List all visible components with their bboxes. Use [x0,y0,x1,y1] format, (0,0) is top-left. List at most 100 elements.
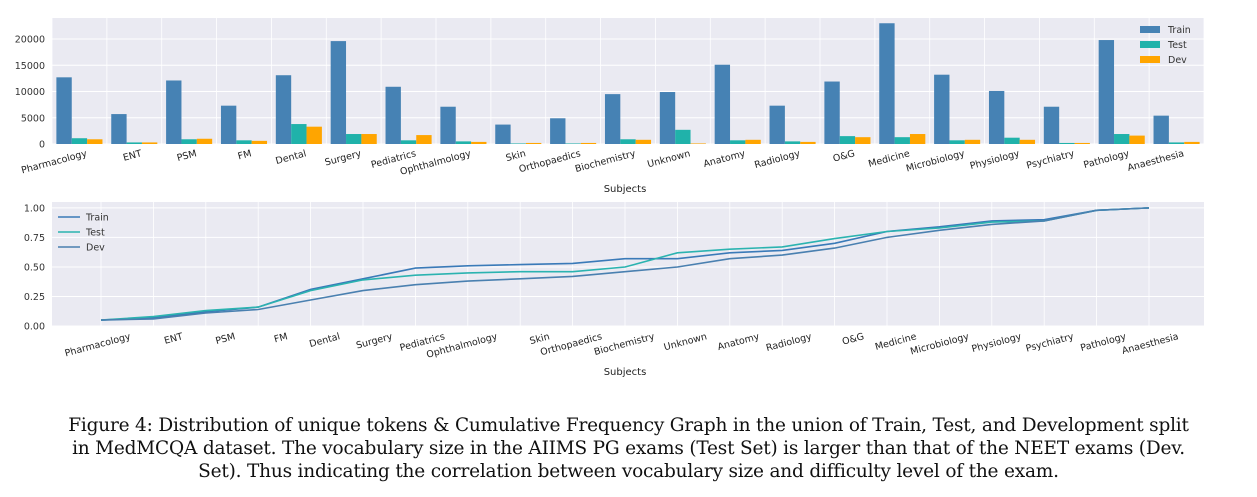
bar-test [730,140,746,144]
line-y-tick-label: 0.75 [24,233,45,244]
line-x-tick-label: Anatomy [716,331,761,353]
bar-train [330,41,347,144]
bar-legend-label: Train [1167,25,1191,36]
bar-test [1059,142,1075,144]
bar-legend-swatch-test [1140,41,1160,48]
bar-dev [635,139,652,144]
line-x-tick-label: ENT [163,331,184,347]
line-x-tick-label: Pharmacology [64,331,132,359]
bar-dev [580,142,597,144]
bar-test [675,129,691,144]
line-x-tick-label: Physiology [971,331,1023,355]
bar-dev [1129,135,1145,144]
line-legend-label: Dev [86,243,105,254]
bar-test [949,140,965,144]
bar-train [550,118,566,144]
bar-dev [87,139,103,144]
bar-legend-label: Test [1167,40,1187,51]
line-x-tick-label: Unknown [663,331,708,353]
bar-chart: 0 5000 10000 15000 20000 Pharmacology ENT PSM F… [15,18,1205,195]
bar-test [400,140,417,144]
line-chart: 0.00 0.25 0.50 0.75 1.00 Pharmacology ENT PSM F… [24,202,1204,378]
line-x-tick-label: Dental [308,331,341,350]
bar-train [440,106,456,144]
bar-y-tick-label: 15000 [15,61,45,72]
bar-dev [1184,141,1200,144]
bar-train [111,114,127,144]
bar-dev [141,142,158,144]
bar-x-tick-label: Unknown [646,148,691,170]
line-series-dev [100,207,1150,321]
bar-test [565,143,581,144]
bar-test [784,141,801,144]
bar-x-tick-label: Biochemistry [574,148,637,175]
bar-train [495,124,511,144]
bar-train [275,75,292,144]
bar-train [769,105,785,144]
bar-test [126,142,142,144]
line-legend-label: Train [85,213,109,224]
bar-train [56,77,72,144]
line-legend: Train Test Dev [58,213,109,254]
bar-x-axis-label: Subjects [604,184,647,195]
bar-dev [745,139,761,144]
bar-dev [855,137,871,144]
line-x-tick-label: Anaesthesia [1121,331,1180,357]
bar-x-tick-label: Psychiatry [1025,148,1076,171]
bar-dev [1019,139,1036,144]
line-x-tick-label: O&G [841,331,865,347]
bar-test [510,143,526,144]
bar-x-tick-label: Orthopaedics [518,148,582,175]
bar-x-tick-label: O&G [832,148,856,164]
bar-test [291,124,307,144]
bar-test [71,138,88,144]
caption-line-2: in MedMCQA dataset. The vocabulary size … [72,438,1185,459]
bar-test [236,140,252,144]
bar-train [879,23,895,144]
bar-train [659,92,676,144]
bar-train [166,80,182,144]
bar-train [934,74,950,144]
line-y-tick-label: 0.25 [24,292,45,303]
bar-x-tick-label: Anaesthesia [1126,148,1185,174]
bar-train [1043,106,1060,144]
bar-x-tick-label: Radiology [753,148,801,171]
line-y-tick-label: 0.00 [24,322,45,333]
line-x-tick-label: Skin [529,331,551,347]
bar-x-tick-label: Physiology [969,148,1021,172]
bar-test [1114,134,1130,144]
bar-test [894,137,910,144]
line-y-tick-label: 0.50 [24,262,45,273]
bar-x-tick-label: Surgery [324,148,363,168]
line-y-tick-label: 1.00 [24,203,45,214]
bar-train [1098,40,1115,144]
bar-x-tick-label: Medicine [867,148,911,170]
line-legend-label: Test [85,228,105,239]
bar-dev [964,139,981,144]
line-x-tick-label: Microbiology [909,331,970,357]
bar-test [1004,137,1020,144]
bar-dev [690,143,706,144]
bar-x-tick-label: FM [237,148,253,162]
bar-legend-label: Dev [1168,55,1187,66]
bar-train [220,105,237,144]
line-x-tick-label: Surgery [355,331,394,351]
line-x-tick-label: Radiology [765,331,813,354]
bar-x-tick-label: Pharmacology [20,148,88,176]
bar-train [988,90,1005,144]
figure-caption: Figure 4: Distribution of unique tokens … [0,414,1257,483]
bar-legend: Train Test Dev [1140,25,1191,66]
line-x-tick-label: Psychiatry [1025,331,1076,354]
bar-y-tick-label: 5000 [21,113,45,124]
bar-dev [416,135,432,144]
bar-x-tick-label: Skin [505,148,527,164]
bar-dev [471,141,487,144]
bar-y-tick-label: 20000 [15,35,45,46]
bar-y-tick-label: 0 [39,140,45,151]
line-x-tick-label: PSM [214,331,236,347]
bar-dev [909,134,926,144]
bar-dev [361,134,377,144]
line-x-tick-label: Pathology [1079,331,1127,354]
bar-dev [800,141,816,144]
bar-test [346,134,362,144]
